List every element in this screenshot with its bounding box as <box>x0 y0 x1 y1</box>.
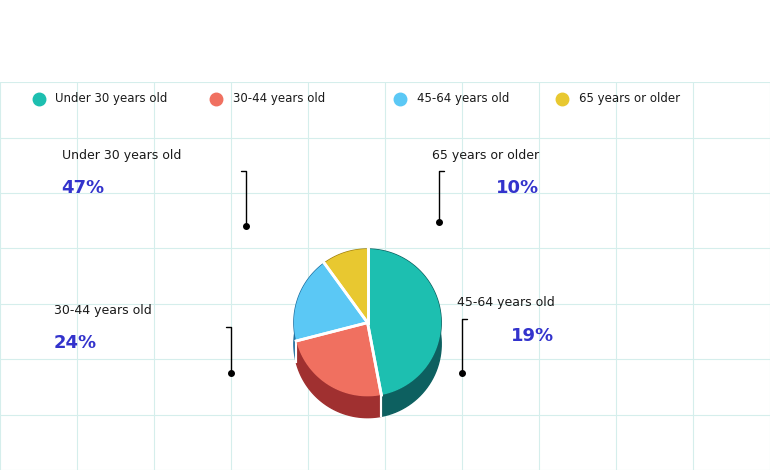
Text: 65 years or older: 65 years or older <box>579 92 680 105</box>
Polygon shape <box>296 341 381 418</box>
Text: 24%: 24% <box>54 334 97 352</box>
Text: Under 30 years old: Under 30 years old <box>55 92 168 105</box>
Polygon shape <box>324 249 367 322</box>
Text: 45-64 years old: 45-64 years old <box>417 92 510 105</box>
Polygon shape <box>294 263 324 362</box>
Text: 30-44 years old: 30-44 years old <box>233 92 325 105</box>
Text: 45-64 years old: 45-64 years old <box>457 296 554 309</box>
Text: 10%: 10% <box>496 179 539 197</box>
Polygon shape <box>294 263 367 341</box>
Polygon shape <box>296 322 381 396</box>
Text: 65 years or older: 65 years or older <box>432 149 539 162</box>
Text: Demographics of renters in the U.S.: Demographics of renters in the U.S. <box>89 27 681 55</box>
Polygon shape <box>324 249 367 284</box>
Text: Under 30 years old: Under 30 years old <box>62 149 181 162</box>
Text: 19%: 19% <box>511 327 554 345</box>
Text: 47%: 47% <box>62 179 105 197</box>
Polygon shape <box>367 249 441 416</box>
Text: 30-44 years old: 30-44 years old <box>54 304 152 317</box>
Polygon shape <box>367 249 441 395</box>
